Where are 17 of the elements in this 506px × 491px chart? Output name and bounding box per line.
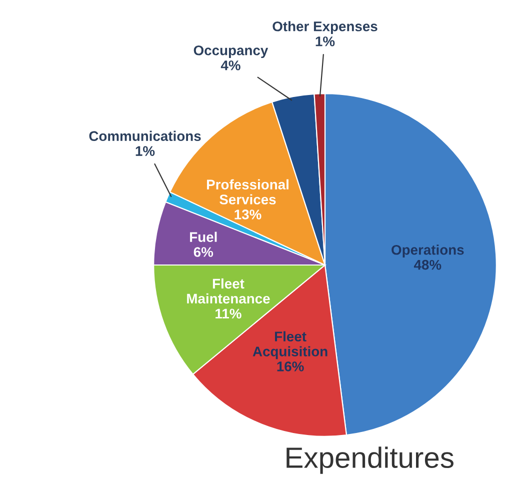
slice-label: Other Expenses xyxy=(272,21,378,34)
text: Expenditures xyxy=(286,446,454,474)
data-label: 13% xyxy=(234,210,262,220)
data-label: 1% xyxy=(316,36,335,46)
slice-label: Professional Services xyxy=(206,179,288,204)
slice-label: Fleet Acquisition xyxy=(252,331,328,360)
data-label: 11% xyxy=(216,308,242,318)
slice-label: Occupancy xyxy=(194,45,268,58)
slice-label: Communications xyxy=(89,130,201,142)
data-label: 4% xyxy=(220,60,240,70)
slice-label: Fuel xyxy=(190,232,217,242)
slice-label: Fleet Maintenance xyxy=(187,278,270,304)
data-label: 16% xyxy=(277,362,304,372)
data-label: 6% xyxy=(194,247,214,257)
data-label: 48% xyxy=(414,260,442,270)
slice-label: Operations xyxy=(392,244,464,258)
data-label: 1% xyxy=(136,146,155,156)
